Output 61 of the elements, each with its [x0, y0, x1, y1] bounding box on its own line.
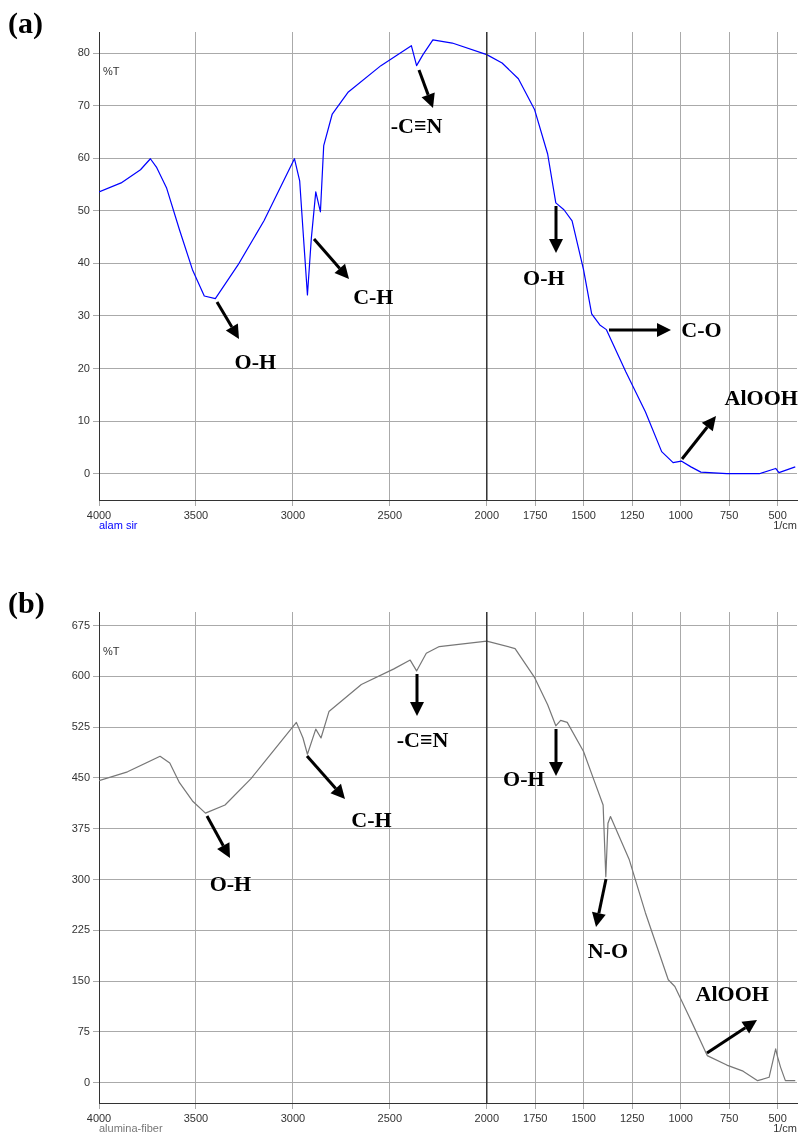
x-tick-label: 1250: [619, 1111, 645, 1124]
x-tick-label: 3000: [280, 1111, 306, 1124]
y-tick-label: 600: [71, 669, 90, 682]
y-tick-label: 60: [77, 151, 90, 164]
chart-title: (b): [8, 586, 45, 620]
x-tick-label: 1000: [668, 1111, 693, 1124]
x-tick-label: 2500: [377, 1111, 403, 1124]
x-axis-title: 1/cm: [773, 518, 797, 531]
x-tick-label: 2000: [474, 508, 500, 521]
y-tick-label: 40: [77, 256, 90, 269]
x-tick-label: 4000: [86, 1111, 112, 1124]
y-tick-label: 30: [77, 308, 90, 321]
y-tick-label: 20: [77, 361, 90, 374]
chart-title: (a): [8, 6, 43, 40]
annotation: -C≡N: [396, 726, 449, 752]
x-tick-label: 1750: [523, 1111, 548, 1124]
x-tick-label: 500: [768, 508, 787, 521]
y-tick-label: 70: [77, 98, 90, 111]
x-tick-label: 3500: [183, 1111, 209, 1124]
x-tick-label: 2000: [474, 1111, 500, 1124]
y-tick-label: 675: [71, 618, 90, 631]
x-tick-label: 750: [719, 1111, 739, 1124]
annotation: O-H: [209, 870, 252, 896]
x-tick-label: 1250: [619, 508, 645, 521]
text: alam sir: [99, 518, 138, 531]
x-tick-label: 750: [719, 508, 739, 521]
annotation: AlOOH: [695, 981, 769, 1007]
x-tick-label: 3500: [183, 508, 209, 521]
y-tick-label: 300: [71, 872, 90, 885]
annotation: O-H: [523, 264, 565, 290]
x-tick-label: 1000: [668, 508, 693, 521]
x-tick-label: 2500: [377, 508, 403, 521]
y-axis-title: %T: [103, 645, 120, 658]
x-tick-label: 500: [768, 1111, 787, 1124]
y-tick-label: 450: [71, 770, 90, 783]
y-tick-label: 525: [71, 720, 90, 733]
x-tick-label: 1500: [571, 508, 596, 521]
y-tick-label: 10: [77, 414, 90, 427]
annotation: O-H: [503, 766, 545, 792]
x-tick-label: 1750: [523, 508, 548, 521]
y-tick-label: 225: [71, 923, 90, 936]
y-tick-label: 80: [77, 46, 90, 59]
y-tick-label: 150: [71, 974, 90, 987]
annotation: O-H: [234, 349, 277, 375]
y-tick-label: 0: [83, 1075, 90, 1088]
x-axis-title: 1/cm: [773, 1121, 797, 1134]
y-tick-label: 75: [77, 1024, 90, 1037]
annotation: AlOOH: [724, 384, 798, 410]
annotation: N-O: [587, 938, 628, 964]
annotation: -C≡N: [390, 113, 443, 139]
x-tick-label: 3000: [280, 508, 306, 521]
annotation: C-H: [351, 806, 392, 832]
x-tick-label: 4000: [86, 508, 112, 521]
text: alumina-fiber: [99, 1121, 163, 1134]
y-tick-label: 0: [83, 466, 90, 479]
annotation: C-H: [353, 284, 394, 310]
y-tick-label: 375: [71, 821, 90, 834]
x-tick-label: 1500: [571, 1111, 596, 1124]
y-axis-title: %T: [103, 65, 120, 78]
annotation: C-O: [681, 317, 722, 343]
y-tick-label: 50: [77, 203, 90, 216]
